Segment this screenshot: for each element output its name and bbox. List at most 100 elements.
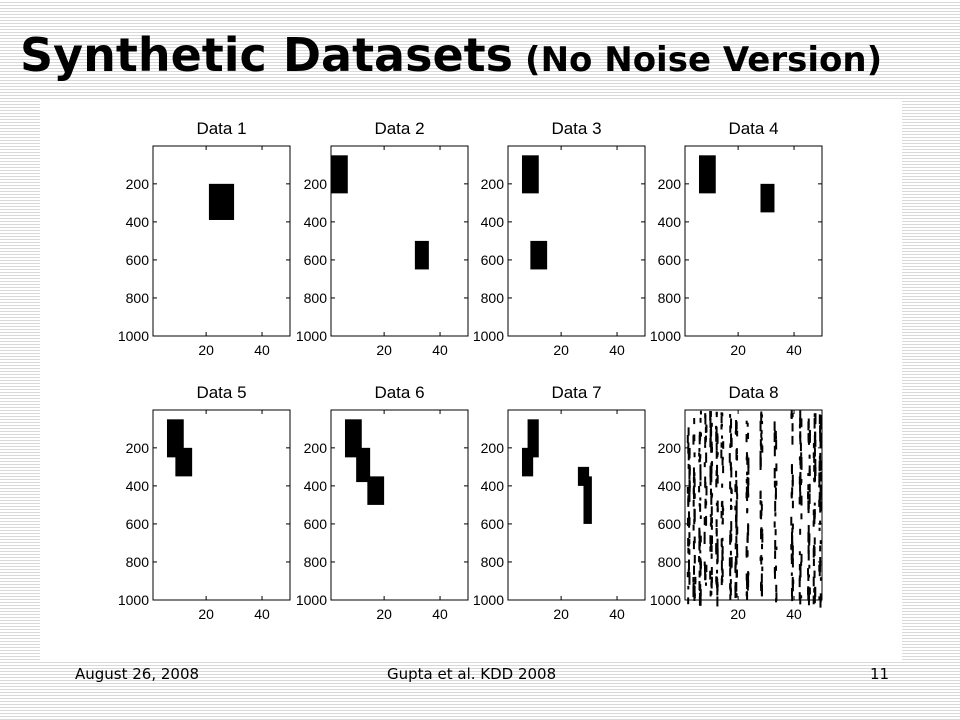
data-dash <box>799 491 802 498</box>
data-dash <box>710 545 713 552</box>
data-dash <box>760 413 763 422</box>
data-dash <box>699 515 702 519</box>
data-dash <box>693 452 696 458</box>
data-dash <box>716 582 719 592</box>
data-dash <box>735 536 738 544</box>
data-dash <box>688 524 691 528</box>
data-dash <box>761 543 764 550</box>
data-dash <box>692 524 695 531</box>
data-dash <box>699 432 702 437</box>
data-dash <box>729 568 732 577</box>
subplot-8: Data 8 200 400 600 800 1000 20 40 <box>650 383 823 622</box>
data-dash <box>791 523 794 530</box>
data-dash <box>729 550 732 556</box>
data-dash <box>709 514 712 518</box>
data-dash <box>799 440 802 445</box>
data-dash <box>735 593 738 598</box>
data-dash <box>799 434 802 439</box>
data-dash <box>773 421 776 431</box>
data-dash <box>791 556 794 561</box>
data-dash <box>790 544 793 550</box>
data-dash <box>721 550 724 561</box>
data-dash <box>747 464 750 475</box>
subplot-title: Data 5 <box>196 383 246 402</box>
data-dash <box>693 518 696 525</box>
data-dash <box>710 553 713 559</box>
data-dash <box>761 420 764 425</box>
data-dash <box>703 462 706 468</box>
dataset-figure: Data 1 200 400 600 800 1000 20 40 Data 2 200 400 60… <box>118 119 823 622</box>
x-tick-label: 20 <box>376 342 392 358</box>
data-dash <box>715 431 718 442</box>
data-dash <box>807 592 810 601</box>
data-dash <box>808 534 811 544</box>
data-dash <box>729 539 732 543</box>
data-dash <box>698 456 701 462</box>
data-dash <box>808 564 811 569</box>
data-dash <box>692 577 695 583</box>
subplot-title: Data 7 <box>551 383 601 402</box>
data-dash <box>819 577 822 581</box>
data-dash <box>745 573 748 581</box>
y-tick-label: 400 <box>481 478 505 494</box>
data-dash <box>800 495 803 506</box>
data-dash <box>704 436 707 445</box>
data-dash <box>710 430 713 437</box>
data-dash <box>716 464 719 476</box>
x-tick-label: 40 <box>254 606 270 622</box>
y-tick-label: 800 <box>658 290 682 306</box>
data-dash <box>715 529 718 537</box>
data-dash <box>686 571 689 578</box>
data-dash <box>686 487 689 494</box>
data-dash <box>735 470 738 478</box>
data-dash <box>710 423 713 433</box>
data-dash <box>698 452 701 457</box>
data-dash <box>699 550 702 554</box>
data-dash <box>798 578 801 588</box>
data-dash <box>800 456 803 463</box>
data-dash <box>799 528 802 535</box>
data-dash <box>760 429 763 434</box>
data-dash <box>735 529 738 536</box>
y-tick-label: 600 <box>304 252 328 268</box>
data-dash <box>715 426 718 434</box>
data-dash <box>775 439 778 450</box>
subplot-title: Data 1 <box>196 119 246 138</box>
subplot-axes <box>152 409 291 601</box>
data-dash <box>710 492 713 499</box>
data-dash <box>693 536 696 544</box>
data-dash <box>710 577 713 589</box>
data-dash <box>791 541 794 551</box>
data-dash <box>729 481 732 490</box>
x-tick-label: 20 <box>376 606 392 622</box>
data-dash <box>812 576 815 587</box>
data-dash <box>716 569 719 574</box>
data-dash <box>760 586 763 596</box>
data-dash <box>693 508 696 518</box>
data-dash <box>722 465 725 474</box>
data-dash <box>735 558 738 565</box>
y-tick-label: 1000 <box>296 328 327 344</box>
data-dash <box>693 565 696 575</box>
data-dash <box>813 413 816 417</box>
data-dash <box>773 521 776 528</box>
data-dash <box>818 527 821 531</box>
data-dash <box>709 522 712 526</box>
data-dash <box>699 594 702 604</box>
data-dash <box>710 566 713 575</box>
data-dash <box>693 585 696 596</box>
data-dash <box>819 484 822 495</box>
data-block <box>583 476 592 524</box>
data-dash <box>688 532 691 539</box>
data-dash <box>745 452 748 457</box>
data-dash <box>698 459 701 463</box>
data-dash <box>729 594 732 601</box>
data-dash <box>808 587 811 595</box>
data-dash <box>692 540 695 550</box>
data-dash <box>709 590 712 597</box>
data-dash <box>819 597 822 608</box>
data-dash <box>807 484 810 491</box>
data-dash <box>812 452 815 458</box>
subplot-title: Data 8 <box>728 383 778 402</box>
data-dash <box>716 500 719 512</box>
